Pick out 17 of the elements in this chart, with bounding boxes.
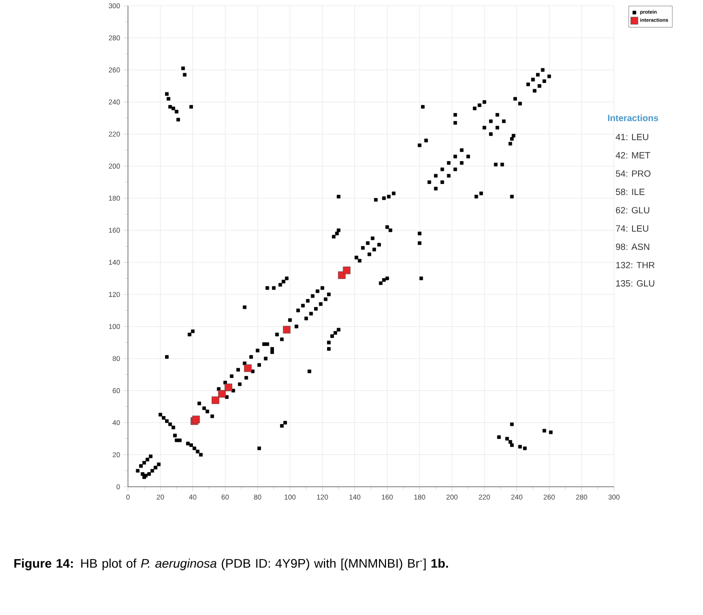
- text: 98: ASN: [616, 244, 650, 250]
- text: 42: MET: [616, 152, 650, 158]
- text: 74: LEU: [616, 225, 648, 232]
- text: 62: GLU: [616, 206, 650, 214]
- text: 54: PRO: [616, 170, 650, 177]
- text: 41: LEU: [616, 134, 648, 140]
- point: [342, 266, 350, 274]
- text: Figure 14: HB plot of P. aeruginosa (PDB ID: 4Y9P) with [(MNMNBI) Br$^{-}$] 1b.: [14, 558, 448, 570]
- point: [244, 364, 252, 372]
- point: [218, 390, 226, 398]
- annotation: Interactions: [608, 114, 658, 122]
- text: 58: ILE: [616, 188, 645, 196]
- point: [282, 326, 291, 334]
- text: 135: GLU: [616, 280, 654, 287]
- point: [224, 384, 232, 392]
- point: [212, 396, 220, 404]
- text: 132: THR: [616, 262, 654, 268]
